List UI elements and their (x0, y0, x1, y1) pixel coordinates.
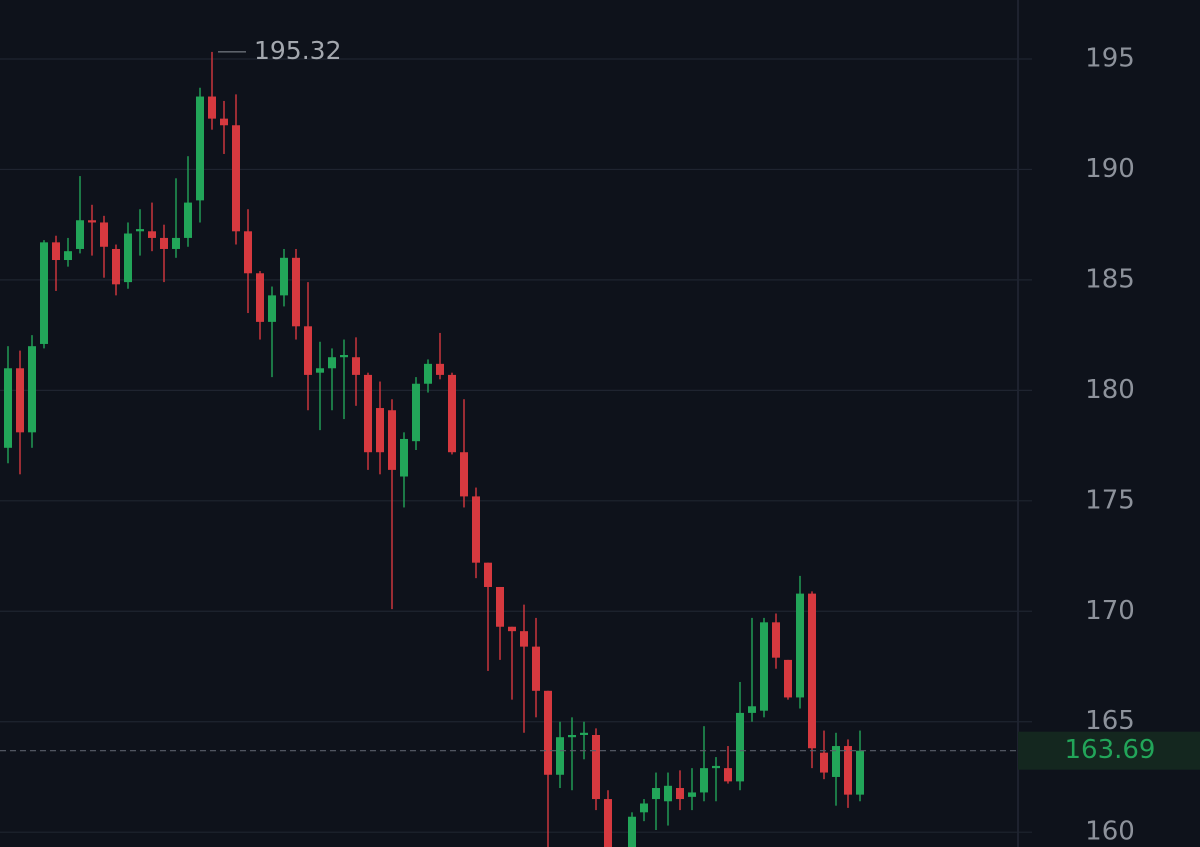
candle-body (820, 752, 828, 773)
candle-body (208, 96, 216, 119)
candle-body (688, 792, 696, 797)
candle-body (316, 368, 324, 373)
candle-body (856, 750, 864, 795)
candle-body (124, 233, 132, 283)
candle-body (232, 125, 240, 232)
candle-body (508, 626, 516, 632)
y-tick-label: 195 (1085, 43, 1135, 73)
candle-body (112, 248, 120, 285)
y-tick-label: 170 (1085, 596, 1135, 626)
candle-body (424, 363, 432, 384)
last-price-label: 163.69 (1065, 735, 1156, 765)
candle-body (628, 816, 636, 847)
candle-body (352, 357, 360, 375)
candle-body (496, 586, 504, 627)
candle-body (652, 788, 660, 800)
candle-body (220, 118, 228, 126)
candle-body (712, 765, 720, 769)
last-price-box (1018, 731, 1200, 770)
candle-body (772, 622, 780, 658)
candle-body (604, 799, 612, 847)
candle-body (172, 237, 180, 249)
candle-body (748, 706, 756, 713)
candle-body (592, 734, 600, 800)
candle-body (448, 374, 456, 453)
candle-body (88, 220, 96, 223)
candle-body (556, 737, 564, 775)
candle-body (268, 295, 276, 322)
candle-body (76, 220, 84, 249)
candle-body (304, 326, 312, 375)
candle-body (676, 788, 684, 800)
candle-body (4, 368, 12, 448)
candle-body (364, 374, 372, 453)
candle-body (844, 746, 852, 795)
candle-body (40, 242, 48, 344)
candle-body (292, 257, 300, 327)
candle-body (244, 231, 252, 274)
candle-body (148, 231, 156, 238)
candle-body (796, 593, 804, 698)
candle-body (400, 438, 408, 477)
candle-body (784, 659, 792, 698)
candle-body (340, 355, 348, 358)
candle-body (160, 237, 168, 249)
candle-body (460, 452, 468, 497)
y-tick-label: 165 (1085, 706, 1135, 736)
candle-body (544, 690, 552, 775)
candle-body (532, 646, 540, 691)
candle-body (568, 734, 576, 738)
candle-body (412, 383, 420, 442)
candle-body (136, 229, 144, 232)
candle-body (520, 631, 528, 647)
candle-body (832, 746, 840, 777)
candle-body (388, 410, 396, 470)
candle-body (436, 363, 444, 375)
candle-body (16, 368, 24, 433)
candle-body (664, 785, 672, 802)
candle-body (736, 712, 744, 782)
candle-body (580, 732, 588, 735)
candle-body (328, 357, 336, 369)
candle-body (100, 222, 108, 247)
y-tick-label: 185 (1085, 264, 1135, 294)
y-tick-label: 180 (1085, 375, 1135, 405)
y-tick-label: 175 (1085, 485, 1135, 515)
candle-body (196, 96, 204, 201)
candle-body (184, 202, 192, 238)
y-tick-label: 190 (1085, 154, 1135, 184)
candle-body (256, 273, 264, 322)
candle-body (700, 768, 708, 793)
candle-body (484, 562, 492, 587)
candle-body (760, 622, 768, 711)
high-marker-label: 195.32 (254, 36, 341, 65)
candle-body (28, 346, 36, 433)
candle-body (472, 496, 480, 563)
candle-body (640, 803, 648, 813)
candle-body (376, 408, 384, 453)
candle-body (280, 257, 288, 296)
candle-body (64, 251, 72, 261)
y-tick-label: 160 (1085, 817, 1135, 847)
candle-body (52, 242, 60, 261)
candle-body (724, 768, 732, 782)
candle-body (808, 593, 816, 749)
